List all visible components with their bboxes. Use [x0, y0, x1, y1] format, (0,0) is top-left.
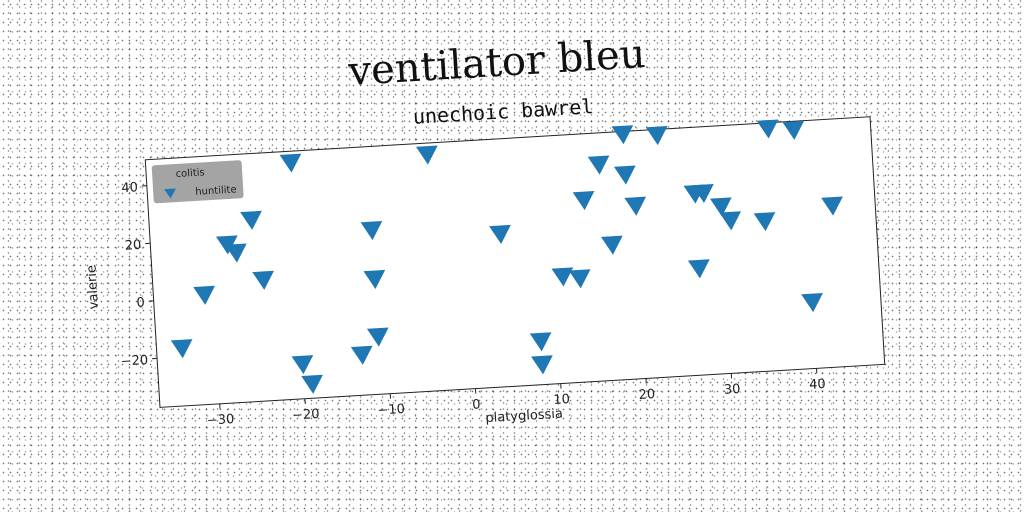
- data-point: [291, 355, 314, 375]
- x-tick-label: 0: [472, 397, 481, 412]
- data-point: [645, 126, 668, 146]
- legend-marker-icon: [164, 188, 176, 199]
- x-axis: −30 −20 −10 0 10 20 30 40: [207, 368, 826, 429]
- data-point: [240, 210, 262, 230]
- data-point: [624, 196, 647, 216]
- data-point: [568, 269, 591, 289]
- chart-subtitle: unechoic bawrel: [412, 94, 594, 129]
- y-tick-label: 40: [121, 180, 138, 196]
- y-axis: −20 0 20 40: [120, 180, 158, 370]
- x-axis-label: platyglossia: [485, 407, 563, 427]
- x-tick-label: 30: [724, 382, 741, 398]
- data-point: [489, 224, 511, 245]
- data-point: [613, 165, 636, 185]
- legend-entry-huntilite: huntilite: [195, 184, 237, 197]
- y-axis-label: valerie: [84, 265, 102, 310]
- data-point: [551, 267, 574, 287]
- legend-box: [151, 160, 244, 204]
- data-point: [252, 270, 275, 290]
- data-point: [709, 197, 732, 217]
- data-point: [529, 332, 552, 352]
- x-tick-label: 20: [638, 387, 655, 403]
- data-point: [587, 155, 610, 175]
- data-point: [170, 339, 193, 359]
- data-point: [782, 120, 805, 140]
- x-tick-label: 40: [809, 377, 826, 393]
- data-point: [692, 183, 714, 204]
- data-point: [350, 345, 373, 365]
- data-point: [363, 269, 386, 290]
- data-point: [572, 191, 595, 211]
- data-point: [360, 220, 383, 241]
- data-point: [193, 285, 216, 305]
- y-tick-label: 0: [136, 295, 145, 310]
- x-tick-label: −30: [207, 412, 235, 429]
- chart-title: ventilator bleu: [346, 31, 647, 95]
- data-point: [531, 355, 553, 375]
- data-point: [601, 235, 623, 255]
- data-point: [821, 196, 843, 216]
- data-point: [756, 119, 779, 139]
- x-tick-label: −20: [292, 407, 320, 424]
- legend-title: colitis: [175, 167, 205, 180]
- data-point: [719, 211, 742, 231]
- series-huntilite: [170, 119, 843, 394]
- data-point: [753, 212, 776, 232]
- data-point: [801, 293, 823, 313]
- data-point: [279, 153, 302, 173]
- x-tick-label: 10: [553, 392, 570, 408]
- data-point: [366, 327, 389, 347]
- data-point: [225, 243, 247, 263]
- y-tick-label: 20: [124, 238, 141, 254]
- data-point: [687, 259, 710, 279]
- x-tick-label: −10: [377, 402, 405, 419]
- y-tick-label: −20: [120, 353, 148, 370]
- data-point: [301, 374, 323, 394]
- legend: colitis huntilite: [151, 160, 244, 204]
- data-point: [415, 145, 438, 165]
- data-point: [611, 125, 634, 145]
- plot-area: unechoic bawrel −20 0 20 40 −30 −20 −10 0 10 20 3…: [84, 94, 886, 429]
- axes-frame: [144, 116, 886, 408]
